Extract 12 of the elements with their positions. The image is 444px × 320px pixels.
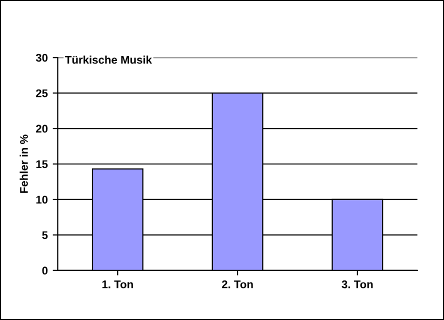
y-tick-label: 0 xyxy=(42,266,48,275)
y-tick-label: 20 xyxy=(36,124,48,133)
y-axis-title: Fehler in % xyxy=(20,134,28,193)
x-tick-label: 3. Ton xyxy=(342,280,373,288)
x-tick-label: 1. Ton xyxy=(102,280,133,288)
chart-title: Türkische Musik xyxy=(65,56,152,64)
y-tick-label: 10 xyxy=(36,196,48,204)
x-tick-label: 2. Ton xyxy=(222,280,253,288)
y-tick-label: 25 xyxy=(36,89,48,98)
y-tick-label: 5 xyxy=(42,231,48,240)
y-tick-label: 15 xyxy=(36,160,48,168)
y-tick-label: 30 xyxy=(36,54,48,62)
